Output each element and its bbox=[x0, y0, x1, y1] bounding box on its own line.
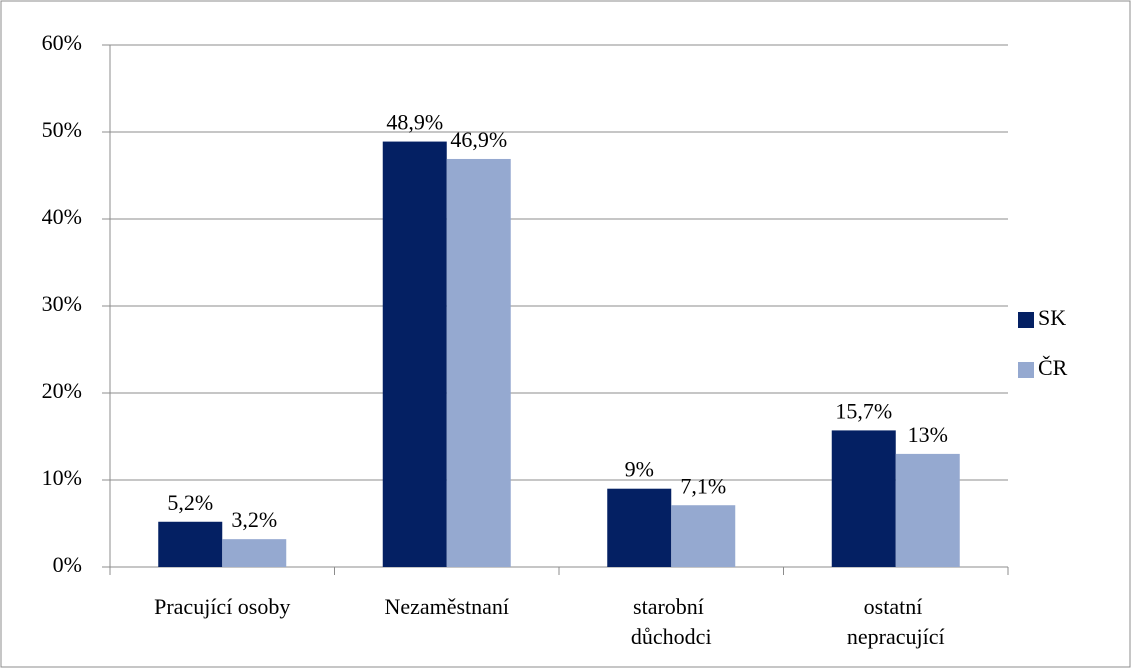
legend-swatch bbox=[1018, 312, 1034, 328]
bar bbox=[607, 488, 672, 567]
y-tick-label: 40% bbox=[42, 204, 82, 229]
data-label: 5,2% bbox=[167, 490, 213, 515]
bar bbox=[446, 158, 511, 567]
data-label: 3,2% bbox=[231, 507, 277, 532]
legend-label: SK bbox=[1038, 305, 1066, 330]
x-tick-label: Pracující osoby bbox=[154, 594, 290, 619]
data-label: 46,9% bbox=[450, 127, 507, 152]
bar bbox=[382, 141, 447, 567]
bar bbox=[158, 521, 223, 567]
y-tick-label: 0% bbox=[53, 552, 82, 577]
x-tick-label: starobní důchodci bbox=[631, 594, 712, 649]
legend-swatch bbox=[1018, 362, 1034, 378]
y-tick-label: 10% bbox=[42, 465, 82, 490]
legend-label: ČR bbox=[1038, 355, 1068, 380]
y-tick-label: 30% bbox=[42, 291, 82, 316]
data-label: 48,9% bbox=[386, 110, 443, 135]
y-tick-label: 50% bbox=[42, 117, 82, 142]
y-tick-label: 20% bbox=[42, 378, 82, 403]
bar bbox=[895, 453, 960, 567]
bar bbox=[831, 430, 896, 567]
y-tick-label: 60% bbox=[42, 30, 82, 55]
x-tick-label: ostatní nepracující bbox=[847, 594, 945, 649]
x-tick-label: Nezaměstnaní bbox=[384, 594, 509, 619]
bar bbox=[222, 539, 287, 567]
data-label: 15,7% bbox=[835, 398, 892, 423]
data-label: 9% bbox=[625, 457, 654, 482]
data-label: 7,1% bbox=[680, 473, 726, 498]
bar bbox=[671, 505, 736, 567]
data-label: 13% bbox=[908, 422, 948, 447]
